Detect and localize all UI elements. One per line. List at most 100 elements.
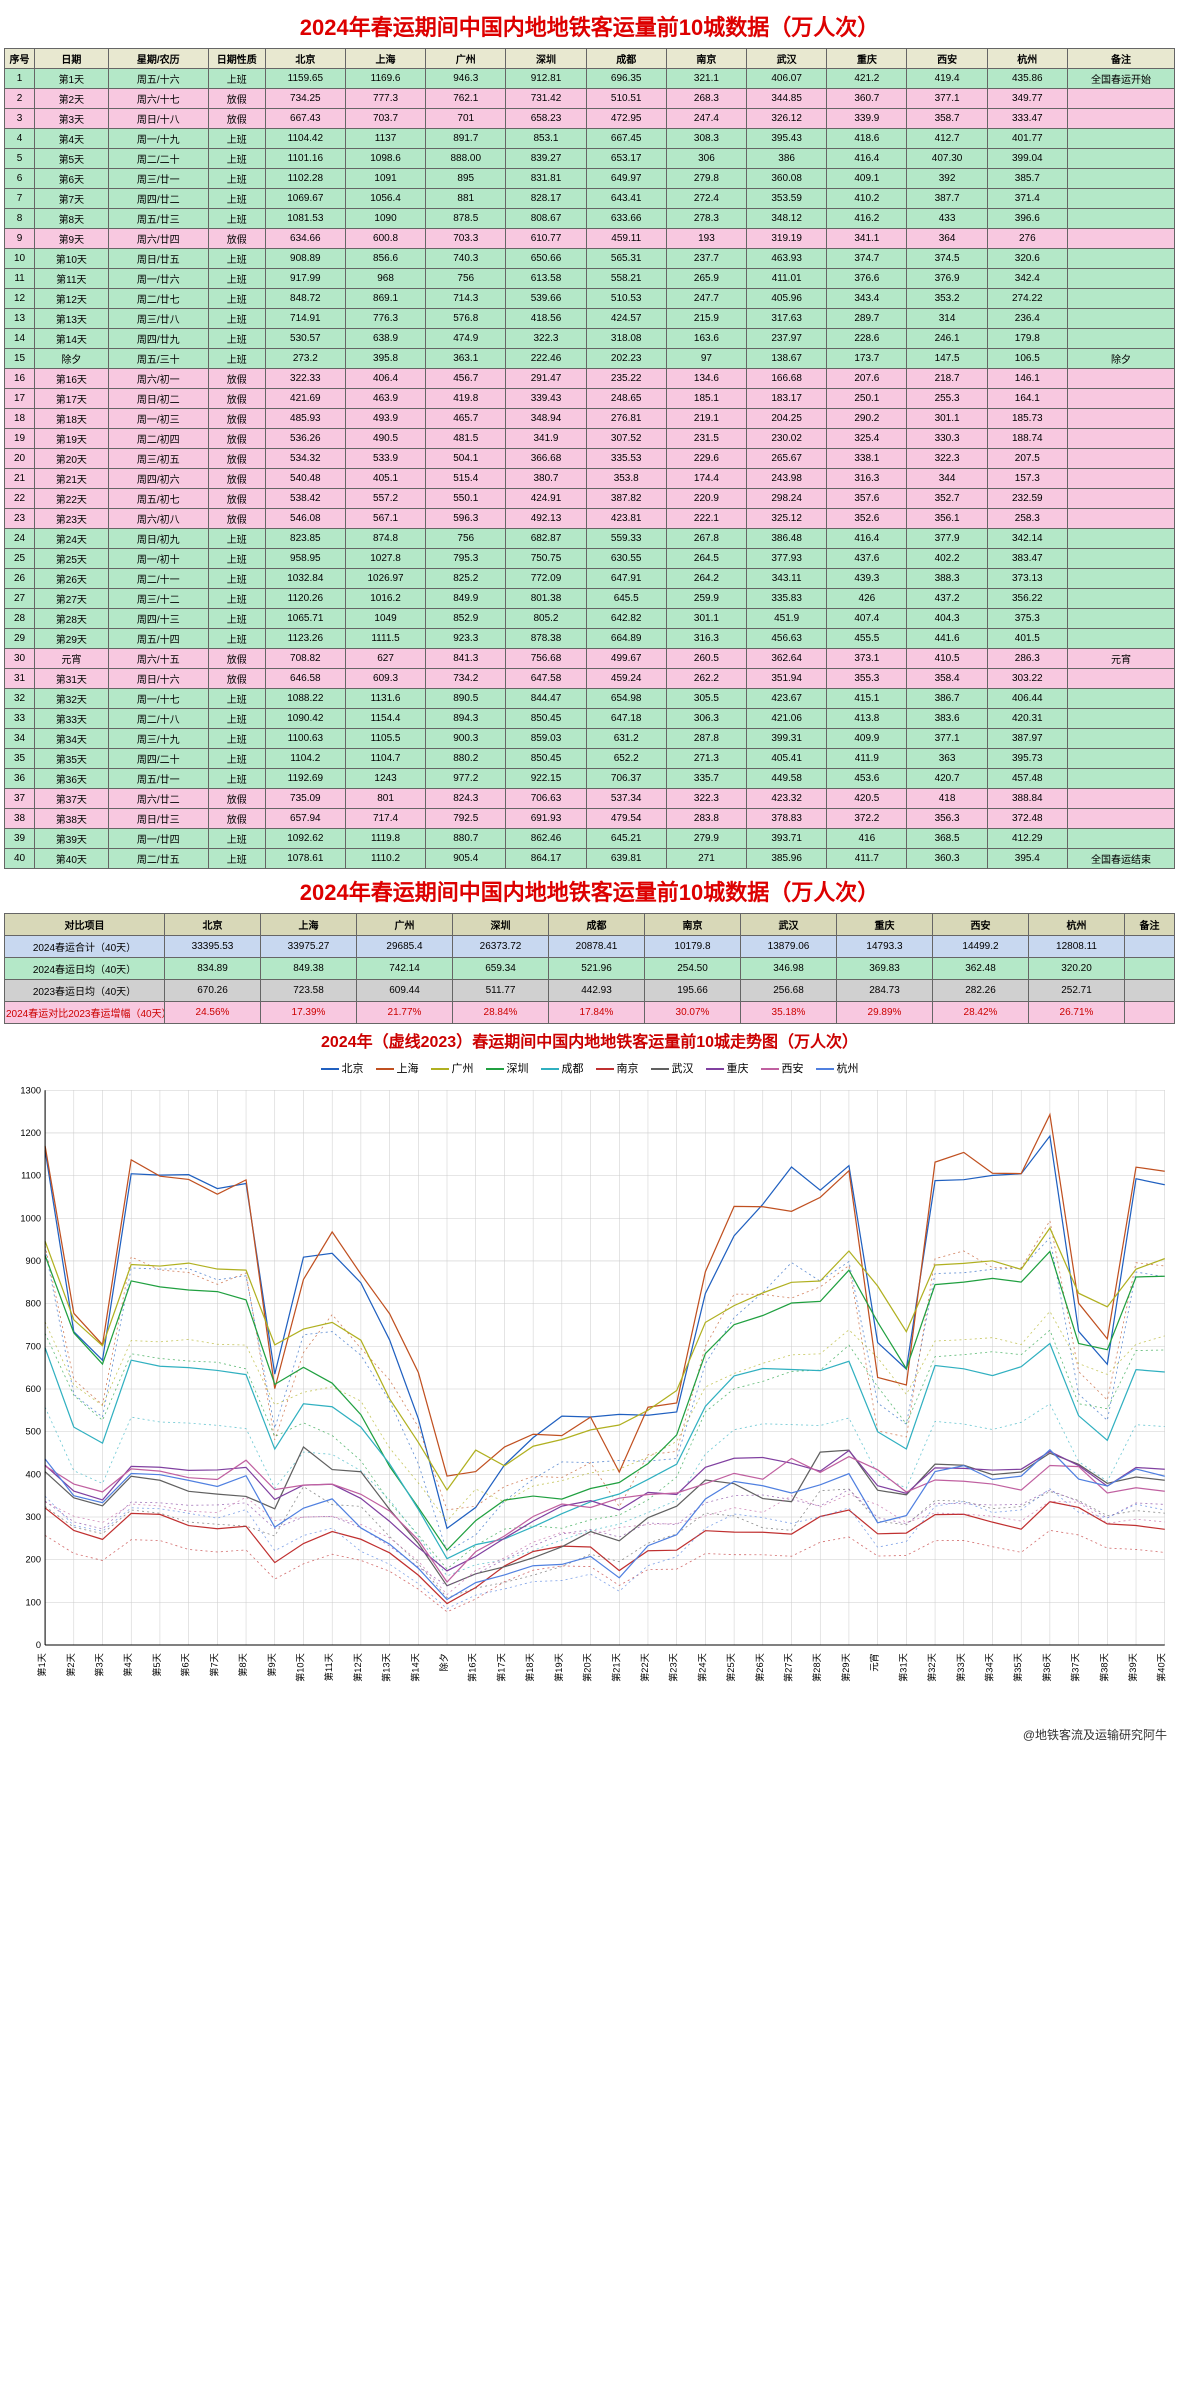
svg-text:100: 100 [26, 1597, 41, 1607]
table-row: 35第35天周四/二十上班1104.21104.7880.2850.45652.… [5, 749, 1175, 769]
svg-text:第6天: 第6天 [180, 1653, 191, 1677]
svg-text:第25天: 第25天 [725, 1653, 736, 1682]
svg-text:300: 300 [26, 1512, 41, 1522]
svg-text:第38天: 第38天 [1098, 1653, 1109, 1682]
svg-text:第39天: 第39天 [1127, 1653, 1138, 1682]
table-row: 30元宵周六/十五放假708.82627841.3756.68499.67260… [5, 649, 1175, 669]
table-row: 13第13天周三/廿八上班714.91776.3576.8418.56424.5… [5, 309, 1175, 329]
col-header: 序号 [5, 49, 35, 69]
svg-text:第14天: 第14天 [409, 1653, 420, 1682]
svg-text:1000: 1000 [20, 1213, 41, 1223]
col-header: 成都 [586, 49, 666, 69]
svg-text:1100: 1100 [21, 1171, 41, 1181]
col-header: 武汉 [747, 49, 827, 69]
svg-text:1200: 1200 [20, 1128, 41, 1138]
svg-text:0: 0 [36, 1640, 41, 1650]
chart-legend: 北京上海广州深圳成都南京武汉重庆西安杭州 [4, 1056, 1175, 1080]
col-header: 南京 [666, 49, 746, 69]
col-header: 上海 [345, 49, 425, 69]
svg-text:第8天: 第8天 [237, 1653, 248, 1677]
legend-item: 西安 [761, 1060, 804, 1076]
table-row: 25第25天周一/初十上班958.951027.8795.3750.75630.… [5, 549, 1175, 569]
chart-title: 2024年（虚线2023）春运期间中国内地地铁客运量前10城走势图（万人次） [4, 1024, 1175, 1056]
svg-text:第11天: 第11天 [323, 1653, 334, 1681]
table-row: 22第22天周五/初七放假538.42557.2550.1424.91387.8… [5, 489, 1175, 509]
table-row: 3第3天周日/十八放假667.43703.7701658.23472.95247… [5, 109, 1175, 129]
svg-text:第13天: 第13天 [381, 1653, 392, 1682]
svg-text:第33天: 第33天 [955, 1653, 966, 1682]
table-row: 31第31天周日/十六放假646.58609.3734.2647.58459.2… [5, 669, 1175, 689]
svg-text:第2天: 第2天 [65, 1653, 76, 1677]
table-row: 18第18天周一/初三放假485.93493.9465.7348.94276.8… [5, 409, 1175, 429]
col-header: 深圳 [506, 49, 586, 69]
svg-text:第22天: 第22天 [639, 1653, 650, 1682]
table-row: 5第5天周二/二十上班1101.161098.6888.00839.27653.… [5, 149, 1175, 169]
legend-item: 成都 [541, 1060, 584, 1076]
svg-text:第3天: 第3天 [94, 1653, 105, 1677]
legend-item: 重庆 [706, 1060, 749, 1076]
table-row: 1第1天周五/十六上班1159.651169.6946.3912.81696.3… [5, 69, 1175, 89]
table-row: 40第40天周二/廿五上班1078.611110.2905.4864.17639… [5, 849, 1175, 869]
table-row: 8第8天周五/廿三上班1081.531090878.5808.67633.662… [5, 209, 1175, 229]
table-row: 19第19天周二/初四放假536.26490.5481.5341.9307.52… [5, 429, 1175, 449]
table-row: 11第11天周一/廿六上班917.99968756613.58558.21265… [5, 269, 1175, 289]
table-row: 34第34天周三/十九上班1100.631105.5900.3859.03631… [5, 729, 1175, 749]
svg-text:第40天: 第40天 [1156, 1653, 1167, 1682]
svg-text:第24天: 第24天 [696, 1653, 707, 1682]
table-row: 6第6天周三/廿一上班1102.281091895831.81649.97279… [5, 169, 1175, 189]
svg-text:第35天: 第35天 [1012, 1653, 1023, 1682]
table-row: 23第23天周六/初八放假546.08567.1596.3492.13423.8… [5, 509, 1175, 529]
legend-item: 北京 [321, 1060, 364, 1076]
table-header-row: 序号日期星期/农历日期性质北京上海广州深圳成都南京武汉重庆西安杭州备注 [5, 49, 1175, 69]
svg-text:第1天: 第1天 [36, 1653, 47, 1677]
svg-text:第23天: 第23天 [668, 1653, 679, 1682]
svg-text:第20天: 第20天 [582, 1653, 593, 1682]
svg-text:第9天: 第9天 [266, 1653, 277, 1677]
footer-credit: @地铁客流及运输研究阿牛 [4, 1720, 1175, 1745]
svg-text:1300: 1300 [20, 1085, 41, 1095]
table-row: 12第12天周二/廿七上班848.72869.1714.3539.66510.5… [5, 289, 1175, 309]
svg-text:第17天: 第17天 [495, 1653, 506, 1682]
legend-item: 杭州 [816, 1060, 859, 1076]
svg-text:第31天: 第31天 [897, 1653, 908, 1682]
trend-chart: 0100200300400500600700800900100011001200… [4, 1080, 1175, 1717]
svg-text:第4天: 第4天 [122, 1653, 133, 1677]
svg-text:第34天: 第34天 [983, 1653, 994, 1682]
svg-text:第5天: 第5天 [151, 1653, 162, 1677]
table-row: 29第29天周五/十四上班1123.261111.5923.3878.38664… [5, 629, 1175, 649]
summary-row: 2023春运日均（40天）670.26723.58609.44511.77442… [5, 980, 1175, 1002]
table-row: 17第17天周日/初二放假421.69463.9419.8339.43248.6… [5, 389, 1175, 409]
summary-row: 2024春运对比2023春运增幅（40天）24.56%17.39%21.77%2… [5, 1002, 1175, 1024]
svg-text:第37天: 第37天 [1070, 1653, 1081, 1682]
table-row: 26第26天周二/十一上班1032.841026.97825.2772.0964… [5, 569, 1175, 589]
svg-text:第32天: 第32天 [926, 1653, 937, 1682]
col-header: 北京 [265, 49, 345, 69]
summary-title: 2024年春运期间中国内地地铁客运量前10城数据（万人次） [4, 869, 1175, 913]
summary-table: 对比项目北京上海广州深圳成都南京武汉重庆西安杭州备注 2024春运合计（40天）… [4, 913, 1175, 1024]
table-row: 24第24天周日/初九上班823.85874.8756682.87559.332… [5, 529, 1175, 549]
col-header: 备注 [1067, 49, 1174, 69]
svg-text:第7天: 第7天 [208, 1653, 219, 1677]
table-row: 28第28天周四/十三上班1065.711049852.9805.2642.82… [5, 609, 1175, 629]
svg-text:600: 600 [26, 1384, 41, 1394]
col-header: 重庆 [827, 49, 907, 69]
svg-text:第29天: 第29天 [840, 1653, 851, 1682]
svg-text:第21天: 第21天 [610, 1653, 621, 1682]
col-header: 星期/农历 [108, 49, 208, 69]
svg-text:第19天: 第19天 [553, 1653, 564, 1682]
legend-item: 武汉 [651, 1060, 694, 1076]
svg-text:第27天: 第27天 [783, 1653, 794, 1682]
table-row: 37第37天周六/廿二放假735.09801824.3706.63537.343… [5, 789, 1175, 809]
col-header: 西安 [907, 49, 987, 69]
table-row: 14第14天周四/廿九上班530.57638.9474.9322.3318.08… [5, 329, 1175, 349]
table-row: 2第2天周六/十七放假734.25777.3762.1731.42510.512… [5, 89, 1175, 109]
svg-text:第10天: 第10天 [294, 1653, 305, 1682]
svg-text:元宵: 元宵 [869, 1653, 880, 1671]
summary-header-row: 对比项目北京上海广州深圳成都南京武汉重庆西安杭州备注 [5, 914, 1175, 936]
svg-text:第28天: 第28天 [811, 1653, 822, 1682]
svg-text:700: 700 [26, 1341, 41, 1351]
legend-item: 广州 [431, 1060, 474, 1076]
col-header: 日期 [35, 49, 109, 69]
svg-text:第26天: 第26天 [754, 1653, 765, 1682]
summary-row: 2024春运合计（40天）33395.5333975.2729685.42637… [5, 936, 1175, 958]
